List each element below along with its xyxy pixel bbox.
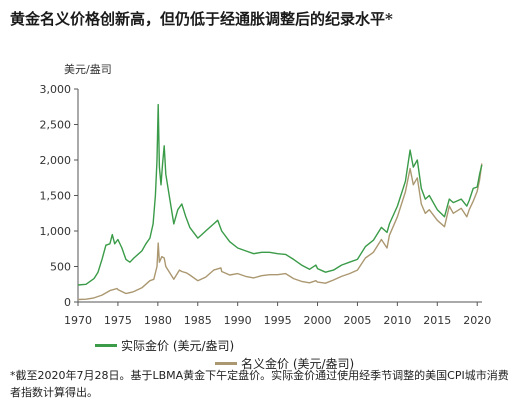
y-tick-label: 2,500 <box>40 119 72 132</box>
legend-swatch-nominal <box>215 361 237 365</box>
y-axis-unit-label: 美元/盎司 <box>64 62 112 76</box>
x-tick-label: 1985 <box>184 314 212 327</box>
x-tick-label: 2020 <box>463 314 491 327</box>
x-axis: 1970 1975 1980 1985 1990 1995 2000 2005 2010 2015… <box>64 301 491 327</box>
series-line-nominal <box>77 163 483 301</box>
x-tick-label: 1980 <box>144 314 172 327</box>
x-tick-label: 1970 <box>64 314 92 327</box>
x-tick-label: 1990 <box>224 314 252 327</box>
y-tick-label: 1,500 <box>40 190 72 203</box>
x-tick-label: 2005 <box>343 314 371 327</box>
y-tick-label: 0 <box>64 296 71 309</box>
legend: 实际金价 (美元/盎司) 名义金价 (美元/盎司) <box>95 336 354 372</box>
series-line-real <box>77 103 483 286</box>
y-tick-label: 500 <box>50 261 71 274</box>
legend-label-real: 实际金价 (美元/盎司) <box>121 338 235 353</box>
y-tick-label: 3,000 <box>40 83 72 96</box>
y-tick-label: 1,000 <box>40 225 72 238</box>
x-tick-label: 2015 <box>423 314 451 327</box>
chart-title: 黄金名义价格创新高，但仍低于经通胀调整后的纪录水平* <box>10 10 393 28</box>
footnote: *截至2020年7月28日。基于LBMA黄金下午定盘价。实际金价通过使用经季节调… <box>10 369 509 399</box>
legend-item-real: 实际金价 (美元/盎司) <box>95 336 354 354</box>
legend-item-nominal: 名义金价 (美元/盎司) <box>215 354 354 372</box>
x-tick-label: 2010 <box>383 314 411 327</box>
x-tick-label: 1995 <box>264 314 292 327</box>
legend-swatch-real <box>95 343 117 347</box>
y-axis: 0 500 1,000 1,500 2,000 2,500 3,000 <box>40 83 79 309</box>
series-lines <box>77 103 483 301</box>
chart-canvas: 美元/盎司 0 500 1,000 1,500 2,000 2,500 3,000 1970… <box>40 62 492 327</box>
x-tick-label: 1975 <box>104 314 132 327</box>
y-tick-label: 2,000 <box>40 154 72 167</box>
legend-label-nominal: 名义金价 (美元/盎司) <box>241 356 355 371</box>
x-tick-label: 2000 <box>304 314 332 327</box>
